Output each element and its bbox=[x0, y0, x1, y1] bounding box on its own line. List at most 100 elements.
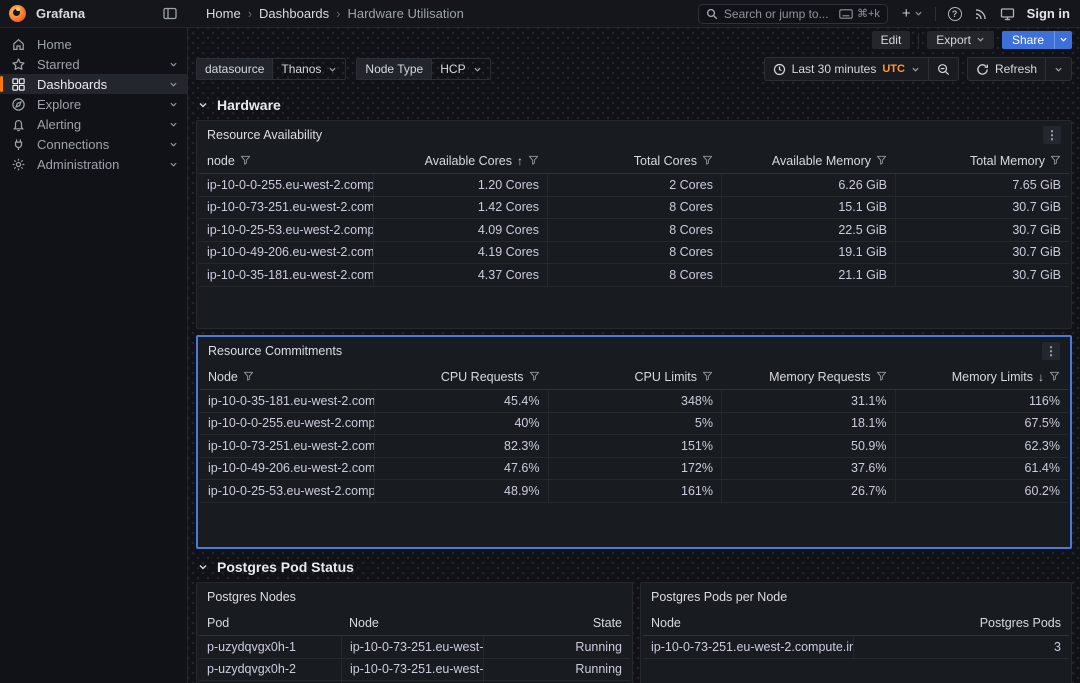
refresh-interval-dropdown[interactable] bbox=[1045, 58, 1071, 80]
sidebar-item-administration[interactable]: Administration bbox=[0, 154, 187, 174]
new-menu-button[interactable]: + bbox=[902, 6, 923, 21]
cell-state: Running bbox=[483, 636, 630, 658]
chevron-down-icon bbox=[170, 102, 177, 107]
search-input[interactable]: Search or jump to... ⌘+k bbox=[697, 3, 888, 24]
time-range-button[interactable]: Last 30 minutes UTC bbox=[765, 58, 928, 80]
cell-node: ip-10-0-0-255.eu-west-2.compute.internal bbox=[207, 177, 373, 192]
column-header-state[interactable]: State bbox=[592, 615, 622, 630]
panel-header[interactable]: Resource Commitments ⋮ bbox=[198, 337, 1070, 364]
cell-total-memory: 30.7 GiB bbox=[895, 241, 1069, 263]
filter-icon bbox=[702, 155, 713, 165]
column-header-available-cores[interactable]: Available Cores ↑ bbox=[373, 154, 547, 168]
sidebar-item-dashboards[interactable]: Dashboards bbox=[0, 74, 187, 94]
column-header-cpu-limits[interactable]: CPU Limits bbox=[548, 370, 722, 384]
cell-cpu-requests: 48.9% bbox=[374, 480, 548, 502]
panel-menu-kebab-icon[interactable]: ⋮ bbox=[1042, 341, 1060, 360]
refresh-picker: Refresh bbox=[966, 57, 1072, 81]
panel-menu-kebab-icon[interactable]: ⋮ bbox=[1043, 125, 1061, 144]
cell-memory-limits: 62.3% bbox=[894, 435, 1069, 457]
zoom-out-time-button[interactable] bbox=[927, 58, 958, 80]
sidebar-item-alerting[interactable]: Alerting bbox=[0, 114, 187, 134]
cell-memory-requests: 50.9% bbox=[721, 435, 895, 457]
column-header-node[interactable]: Node bbox=[349, 615, 379, 630]
chevron-down-icon bbox=[474, 67, 481, 72]
datasource-select[interactable]: Thanos bbox=[272, 58, 347, 80]
table-header-row: Node CPU Requests CPU Limits Memory bbox=[200, 364, 1068, 390]
export-button[interactable]: Export bbox=[927, 30, 994, 49]
column-header-node[interactable]: Node bbox=[200, 370, 374, 384]
cell-node: ip-10-0-25-53.eu-west-2.compute.internal bbox=[208, 483, 374, 498]
node-type-select[interactable]: HCP bbox=[431, 58, 491, 80]
column-header-node[interactable]: Node bbox=[651, 615, 681, 630]
sidebar-item-explore[interactable]: Explore bbox=[0, 94, 187, 114]
column-header-available-memory[interactable]: Available Memory bbox=[721, 154, 895, 168]
section-header-hardware[interactable]: Hardware bbox=[198, 93, 1072, 117]
share-dropdown-button[interactable] bbox=[1054, 30, 1072, 49]
filter-icon bbox=[876, 371, 886, 381]
grafana-logo-icon[interactable] bbox=[9, 5, 26, 22]
share-button[interactable]: Share bbox=[1001, 30, 1072, 49]
column-header-postgres-pods[interactable]: Postgres Pods bbox=[979, 615, 1061, 630]
chevron-down-icon bbox=[170, 162, 177, 167]
cell-node: ip-10-0-73-251.eu-west-2.compute.interna… bbox=[207, 200, 373, 215]
table-row: ip-10-0-0-255.eu-west-2.compute.internal… bbox=[200, 412, 1068, 435]
brand-area: Grafana bbox=[0, 5, 188, 22]
table-resource-availability: node Available Cores ↑ Total Cores bbox=[197, 148, 1071, 287]
column-header-node[interactable]: node bbox=[199, 154, 373, 168]
search-shortcut: ⌘+k bbox=[839, 7, 880, 20]
sidebar-item-starred[interactable]: Starred bbox=[0, 54, 187, 74]
breadcrumb-dashboards[interactable]: Dashboards bbox=[259, 6, 330, 21]
cell-cpu-limits: 348% bbox=[547, 390, 722, 412]
sign-in-button[interactable]: Sign in bbox=[1026, 6, 1070, 21]
sidebar-nav: Home Starred Dashboards Explore Alerting… bbox=[0, 28, 188, 683]
monitor-icon[interactable] bbox=[1000, 7, 1015, 21]
panel-postgres-nodes: Postgres Nodes Pod Node State p-uzydqvgx… bbox=[196, 582, 633, 683]
column-header-total-memory[interactable]: Total Memory bbox=[895, 154, 1069, 168]
cell-node: ip-10-0-25-53.eu-west-2.compute.internal bbox=[207, 222, 373, 237]
panel-header[interactable]: Postgres Pods per Node bbox=[641, 583, 1071, 610]
table-row: ip-10-0-49-206.eu-west-2.compute.interna… bbox=[200, 457, 1068, 480]
column-header-cpu-requests[interactable]: CPU Requests bbox=[374, 370, 548, 384]
chevron-down-icon bbox=[329, 67, 336, 72]
bell-icon bbox=[13, 119, 24, 131]
brand-name: Grafana bbox=[36, 6, 86, 21]
chevron-down-icon bbox=[199, 564, 207, 570]
refresh-button[interactable]: Refresh bbox=[968, 58, 1045, 80]
cell-pod: p-uzydqvgx0h-1 bbox=[207, 639, 296, 654]
column-header-pod[interactable]: Pod bbox=[207, 615, 230, 630]
cell-node: ip-10-0-49-206.eu-west-2.compute.interna… bbox=[207, 245, 373, 260]
cell-memory-requests: 37.6% bbox=[721, 457, 895, 479]
plug-icon bbox=[14, 138, 23, 150]
cell-node: ip-10-0-73-251.eu-west-2.compute.interna… bbox=[208, 438, 374, 453]
table-row: p-uzydqvgx0h-3 ip-10-0-73-251.eu-west-2.… bbox=[199, 681, 630, 683]
column-header-total-cores[interactable]: Total Cores bbox=[547, 154, 721, 168]
cell-memory-limits: 116% bbox=[894, 390, 1069, 412]
panel-postgres-pods-per-node: Postgres Pods per Node Node Postgres Pod… bbox=[640, 582, 1072, 683]
cell-available-cores: 1.42 Cores bbox=[373, 196, 547, 218]
cell-memory-limits: 60.2% bbox=[894, 480, 1069, 502]
sidebar-item-connections[interactable]: Connections bbox=[0, 134, 187, 154]
cell-node: ip-10-0-0-255.eu-west-2.compute.internal bbox=[208, 416, 374, 431]
section-header-postgres-pod-status[interactable]: Postgres Pod Status bbox=[198, 555, 1072, 579]
breadcrumb-current-page: Hardware Utilisation bbox=[347, 6, 464, 21]
news-rss-icon[interactable] bbox=[974, 7, 988, 21]
column-header-memory-requests[interactable]: Memory Requests bbox=[721, 370, 895, 384]
cell-available-memory: 22.5 GiB bbox=[721, 219, 895, 241]
cell-total-cores: 8 Cores bbox=[547, 264, 721, 286]
postgres-panels-row: Postgres Nodes Pod Node State p-uzydqvgx… bbox=[196, 582, 1072, 683]
help-icon[interactable]: ? bbox=[947, 6, 962, 21]
filter-icon bbox=[240, 155, 250, 165]
sidebar-item-home[interactable]: Home bbox=[0, 34, 187, 54]
home-icon bbox=[13, 38, 24, 50]
column-header-memory-limits[interactable]: Memory Limits ↓ bbox=[895, 370, 1069, 384]
dashboard-toolbar: Edit Export Share bbox=[188, 28, 1080, 51]
chevron-down-icon bbox=[912, 67, 919, 72]
dock-sidebar-icon[interactable] bbox=[163, 7, 177, 20]
variables-row: datasource Thanos Node Type HCP Last 30 bbox=[188, 51, 1080, 87]
breadcrumb-home[interactable]: Home bbox=[206, 6, 241, 21]
panel-header[interactable]: Postgres Nodes bbox=[197, 583, 632, 610]
panel-header[interactable]: Resource Availability ⋮ bbox=[197, 121, 1071, 148]
edit-button[interactable]: Edit bbox=[871, 30, 911, 49]
panel-title: Postgres Nodes bbox=[207, 589, 296, 604]
gear-icon bbox=[12, 158, 25, 170]
